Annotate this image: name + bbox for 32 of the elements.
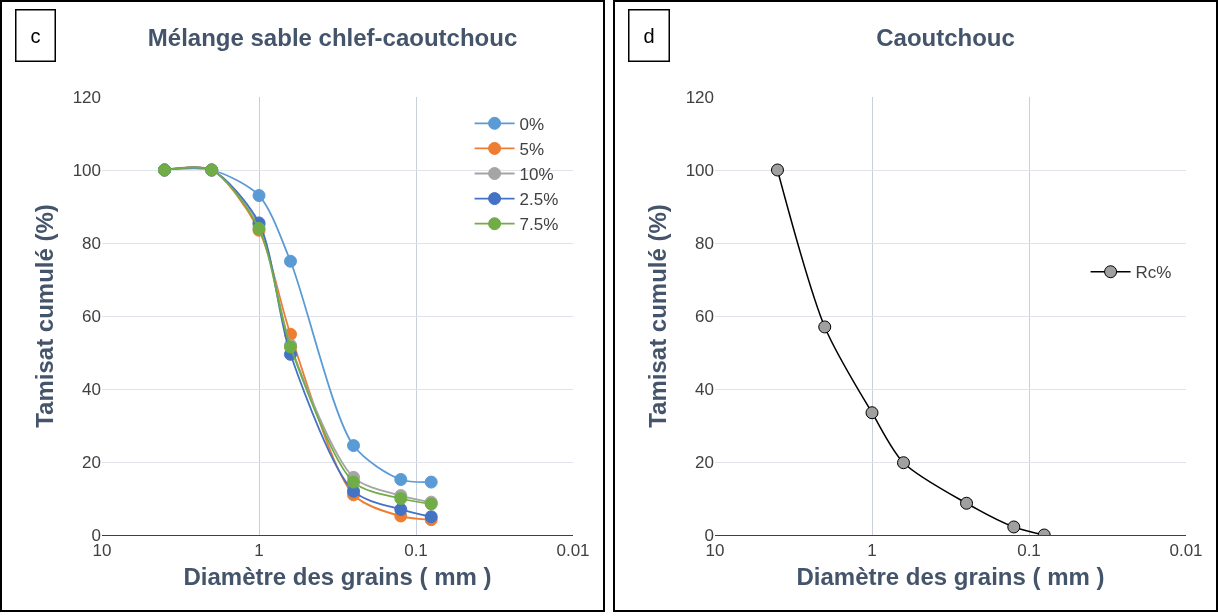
legend-label: 10% [519, 165, 554, 185]
y-tick-label: 20 [82, 452, 101, 472]
y-axis-title: Tamisat cumulé (%) [643, 204, 671, 428]
y-tick-label: 100 [685, 160, 714, 180]
x-axis-title: Diamètre des grains ( mm ) [183, 562, 492, 590]
x-tick-label: 0.01 [1169, 541, 1203, 561]
y-tick-label: 80 [695, 233, 714, 253]
y-tick-label: 20 [695, 452, 714, 472]
legend-label: 5% [519, 140, 545, 160]
x-tick-label: 0.01 [556, 541, 590, 561]
x-tick-label: 1 [254, 541, 264, 561]
y-tick-label: 120 [685, 87, 714, 107]
x-tick-label: 0.1 [404, 541, 428, 561]
text: c [30, 24, 41, 47]
y-tick-label: 120 [72, 87, 101, 107]
text: d [643, 24, 655, 47]
y-axis-title: Tamisat cumulé (%) [30, 204, 58, 428]
y-tick-label: 40 [82, 379, 101, 399]
y-tick-label: 60 [82, 306, 101, 326]
y-tick-label: 60 [695, 306, 714, 326]
legend-label: 7.5% [519, 215, 559, 235]
x-tick-label: 0.1 [1017, 541, 1041, 561]
legend-label: 2.5% [519, 190, 559, 210]
y-tick-label: 40 [695, 379, 714, 399]
legend-label: 0% [519, 114, 545, 134]
chart-title: Mélange sable chlef-caoutchouc [147, 24, 518, 52]
x-axis-title: Diamètre des grains ( mm ) [796, 562, 1105, 590]
y-tick-label: 100 [72, 160, 101, 180]
x-tick-label: 1 [867, 541, 877, 561]
legend-label: Rc% [1135, 263, 1172, 283]
y-tick-label: 80 [82, 233, 101, 253]
chart-title: Caoutchouc [876, 24, 1015, 52]
